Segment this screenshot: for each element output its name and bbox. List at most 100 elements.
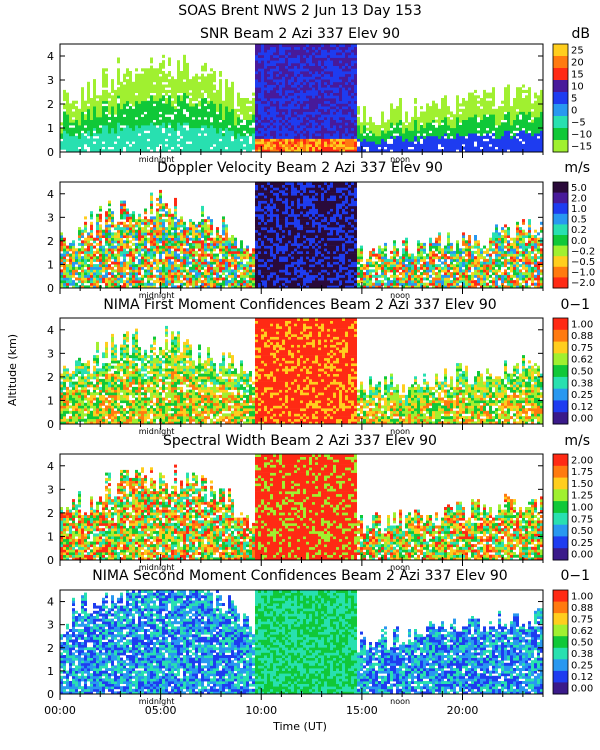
heatmap-cell xyxy=(180,245,183,249)
heatmap-cell xyxy=(261,103,264,107)
heatmap-cell xyxy=(321,138,324,142)
heatmap-cell xyxy=(270,71,273,75)
heatmap-cell xyxy=(279,46,282,50)
heatmap-cell xyxy=(411,133,414,137)
heatmap-cell xyxy=(492,122,495,126)
heatmap-cell xyxy=(312,62,315,66)
heatmap-cell xyxy=(90,108,93,112)
heatmap-cell xyxy=(231,125,234,129)
heatmap-cell xyxy=(324,89,327,93)
heatmap-cell xyxy=(198,111,201,115)
heatmap-cell xyxy=(225,103,228,107)
heatmap-cell xyxy=(219,98,222,102)
heatmap-cell xyxy=(207,127,210,131)
heatmap-cell xyxy=(225,106,228,110)
heatmap-cell xyxy=(513,98,516,102)
heatmap-cell xyxy=(495,130,498,134)
heatmap-cell xyxy=(264,60,267,64)
heatmap-cell xyxy=(63,106,66,110)
heatmap-cell xyxy=(135,103,138,107)
heatmap-cell xyxy=(96,242,99,246)
heatmap-cell xyxy=(168,138,171,142)
heatmap-cell xyxy=(207,100,210,104)
heatmap-cell xyxy=(351,116,354,120)
heatmap-cell xyxy=(315,119,318,123)
heatmap-cell xyxy=(273,135,276,139)
heatmap-cell xyxy=(264,57,267,61)
heatmap-cell xyxy=(519,149,522,153)
heatmap-cell xyxy=(279,122,282,126)
heatmap-cell xyxy=(279,114,282,118)
heatmap-cell xyxy=(483,125,486,129)
heatmap-cell xyxy=(108,130,111,134)
heatmap-cell xyxy=(279,111,282,115)
heatmap-cell xyxy=(297,141,300,145)
heatmap-cell xyxy=(444,133,447,137)
heatmap-cell xyxy=(126,108,129,112)
heatmap-cell xyxy=(63,95,66,99)
heatmap-cell xyxy=(72,272,75,276)
heatmap-cell xyxy=(201,114,204,118)
heatmap-cell xyxy=(477,138,480,142)
heatmap-cell xyxy=(357,130,360,134)
heatmap-cell xyxy=(192,81,195,85)
heatmap-cell xyxy=(105,92,108,96)
heatmap-cell xyxy=(183,256,186,260)
heatmap-cell xyxy=(165,111,168,115)
heatmap-cell xyxy=(318,130,321,134)
heatmap-cell xyxy=(171,240,174,244)
heatmap-cell xyxy=(204,149,207,153)
heatmap-cell xyxy=(408,130,411,134)
heatmap-cell xyxy=(96,250,99,254)
heatmap-cell xyxy=(516,111,519,115)
heatmap-cell xyxy=(267,73,270,77)
heatmap-cell xyxy=(471,149,474,153)
heatmap-cell xyxy=(231,119,234,123)
heatmap-cell xyxy=(111,141,114,145)
heatmap-cell xyxy=(228,95,231,99)
heatmap-cell xyxy=(129,138,132,142)
heatmap-cell xyxy=(96,221,99,225)
heatmap-cell xyxy=(477,106,480,110)
heatmap-cell xyxy=(462,127,465,131)
heatmap-cell xyxy=(159,87,162,91)
heatmap-cell xyxy=(81,108,84,112)
heatmap-cell xyxy=(300,73,303,77)
heatmap-cell xyxy=(66,92,69,96)
heatmap-cell xyxy=(309,49,312,53)
heatmap-cell xyxy=(168,269,171,273)
heatmap-cell xyxy=(525,138,528,142)
heatmap-cell xyxy=(87,100,90,104)
heatmap-cell xyxy=(135,111,138,115)
heatmap-cell xyxy=(168,79,171,83)
heatmap-cell xyxy=(504,108,507,112)
heatmap-cell xyxy=(321,76,324,80)
heatmap-cell xyxy=(333,111,336,115)
heatmap-cell xyxy=(462,138,465,142)
heatmap-cell xyxy=(354,98,357,102)
heatmap-cell xyxy=(129,100,132,104)
heatmap-cell xyxy=(69,264,72,268)
heatmap-cell xyxy=(282,149,285,153)
heatmap-cell xyxy=(243,127,246,131)
heatmap-cell xyxy=(192,141,195,145)
heatmap-cell xyxy=(237,122,240,126)
heatmap-cell xyxy=(315,73,318,77)
heatmap-cell xyxy=(201,146,204,150)
heatmap-cell xyxy=(141,84,144,88)
heatmap-cell xyxy=(465,114,468,118)
heatmap-cell xyxy=(333,116,336,120)
heatmap-cell xyxy=(360,133,363,137)
heatmap-cell xyxy=(312,49,315,53)
heatmap-cell xyxy=(504,114,507,118)
heatmap-cell xyxy=(93,280,96,284)
heatmap-cell xyxy=(186,272,189,276)
heatmap-cell xyxy=(63,125,66,129)
heatmap-cell xyxy=(132,248,135,252)
heatmap-cell xyxy=(396,108,399,112)
heatmap-cell xyxy=(117,130,120,134)
heatmap-cell xyxy=(81,258,84,262)
heatmap-cell xyxy=(183,76,186,80)
heatmap-cell xyxy=(228,133,231,137)
heatmap-cell xyxy=(321,46,324,50)
